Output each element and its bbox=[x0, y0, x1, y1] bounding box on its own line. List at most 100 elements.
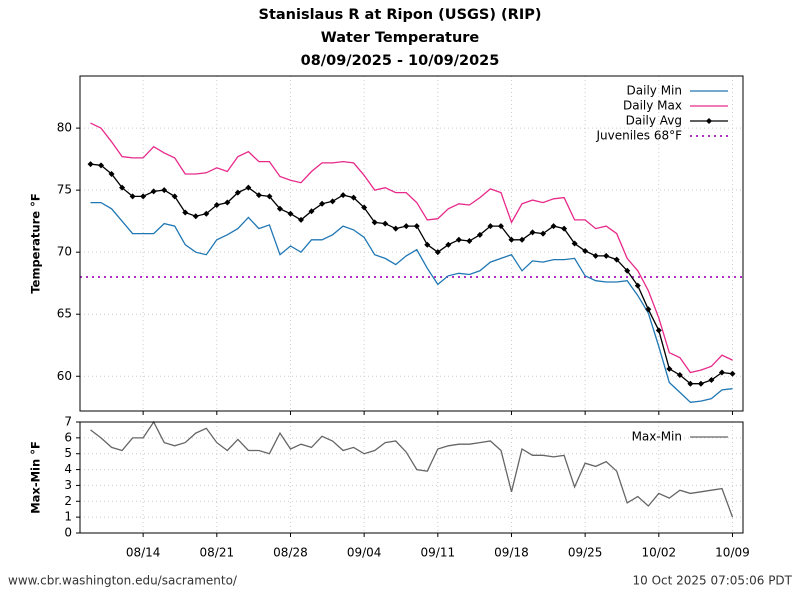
series-line bbox=[90, 201, 733, 403]
y-tick-label: 4 bbox=[64, 462, 72, 476]
plot-frame bbox=[79, 421, 744, 534]
point bbox=[98, 162, 105, 169]
point bbox=[161, 187, 168, 194]
legend-label: Daily Min bbox=[627, 84, 682, 98]
y-tick-label: 80 bbox=[57, 121, 72, 135]
legend-label: Daily Avg bbox=[626, 114, 682, 128]
point bbox=[434, 249, 441, 256]
point bbox=[529, 229, 536, 236]
point bbox=[182, 209, 189, 216]
point bbox=[276, 205, 283, 212]
source: www.cbr.washington.edu/sacramento/ bbox=[8, 574, 238, 588]
point bbox=[87, 161, 94, 168]
point bbox=[361, 204, 368, 211]
point bbox=[371, 219, 378, 226]
plot-frame bbox=[79, 75, 744, 412]
point bbox=[340, 192, 347, 199]
x-tick-label: 10/09 bbox=[715, 546, 750, 560]
x-tick-label: 10/02 bbox=[642, 546, 677, 560]
point bbox=[455, 236, 462, 243]
point bbox=[203, 210, 210, 217]
legend-label: Daily Max bbox=[623, 99, 682, 113]
date-range: 08/09/2025 - 10/09/2025 bbox=[301, 53, 500, 69]
point bbox=[603, 252, 610, 259]
x-tick-label: 08/14 bbox=[126, 546, 161, 560]
y-tick-label: 7 bbox=[64, 415, 72, 429]
point bbox=[497, 223, 504, 230]
point bbox=[729, 370, 736, 377]
legend-marker bbox=[706, 118, 712, 124]
point bbox=[403, 223, 410, 230]
point bbox=[508, 236, 515, 243]
point bbox=[413, 223, 420, 230]
y-axis-label: Max-Min °F bbox=[29, 441, 43, 514]
point bbox=[350, 194, 357, 201]
x-tick-label: 08/28 bbox=[273, 546, 308, 560]
point bbox=[234, 189, 241, 196]
x-tick-label: 09/18 bbox=[494, 546, 529, 560]
point bbox=[308, 208, 315, 215]
point bbox=[571, 240, 578, 247]
point bbox=[119, 184, 126, 191]
chart-title: Stanislaus R at Ripon (USGS) (RIP) bbox=[259, 7, 542, 23]
timestamp: 10 Oct 2025 07:05:06 PDT bbox=[632, 574, 792, 588]
point bbox=[445, 241, 452, 248]
point bbox=[382, 220, 389, 227]
y-axis-label: Temperature °F bbox=[29, 193, 43, 293]
point bbox=[245, 184, 252, 191]
point bbox=[487, 223, 494, 230]
y-tick-label: 70 bbox=[57, 245, 72, 259]
point bbox=[266, 193, 273, 200]
point bbox=[676, 372, 683, 379]
series-line bbox=[90, 122, 733, 374]
point bbox=[697, 380, 704, 387]
point bbox=[329, 198, 336, 205]
point bbox=[150, 188, 157, 195]
series-line bbox=[90, 420, 734, 518]
point bbox=[466, 238, 473, 245]
point bbox=[255, 192, 262, 199]
x-tick-label: 09/11 bbox=[421, 546, 456, 560]
x-tick-label: 09/04 bbox=[347, 546, 382, 560]
y-tick-label: 75 bbox=[57, 183, 72, 197]
legend-label: Max-Min bbox=[632, 430, 682, 444]
point bbox=[550, 223, 557, 230]
point bbox=[129, 193, 136, 200]
point bbox=[519, 236, 525, 243]
point bbox=[108, 171, 115, 178]
x-tick-label: 09/25 bbox=[568, 546, 603, 560]
x-tick-label: 08/21 bbox=[200, 546, 235, 560]
point bbox=[645, 306, 652, 313]
y-tick-label: 6 bbox=[64, 430, 72, 444]
point bbox=[624, 267, 631, 274]
point bbox=[424, 241, 431, 248]
chart-subtitle: Water Temperature bbox=[321, 30, 480, 46]
point bbox=[592, 252, 599, 259]
point bbox=[476, 231, 483, 238]
y-tick-label: 65 bbox=[57, 307, 72, 321]
point bbox=[561, 225, 568, 232]
point bbox=[687, 380, 694, 387]
y-tick-label: 1 bbox=[64, 510, 72, 524]
y-tick-label: 5 bbox=[64, 446, 72, 460]
legend-label: Juveniles 68°F bbox=[595, 129, 682, 143]
y-tick-label: 0 bbox=[64, 526, 72, 540]
y-tick-label: 60 bbox=[57, 369, 72, 383]
point bbox=[192, 213, 199, 220]
y-tick-label: 2 bbox=[64, 494, 72, 508]
point bbox=[140, 193, 147, 200]
point bbox=[634, 282, 641, 289]
point bbox=[224, 199, 231, 206]
point bbox=[287, 210, 294, 217]
point bbox=[708, 376, 715, 383]
point bbox=[213, 202, 220, 209]
point bbox=[392, 225, 399, 232]
point bbox=[171, 193, 178, 200]
y-tick-label: 3 bbox=[64, 478, 72, 492]
point bbox=[582, 247, 589, 254]
point bbox=[319, 200, 326, 207]
point bbox=[540, 230, 547, 237]
point bbox=[298, 216, 304, 223]
point bbox=[655, 327, 662, 334]
